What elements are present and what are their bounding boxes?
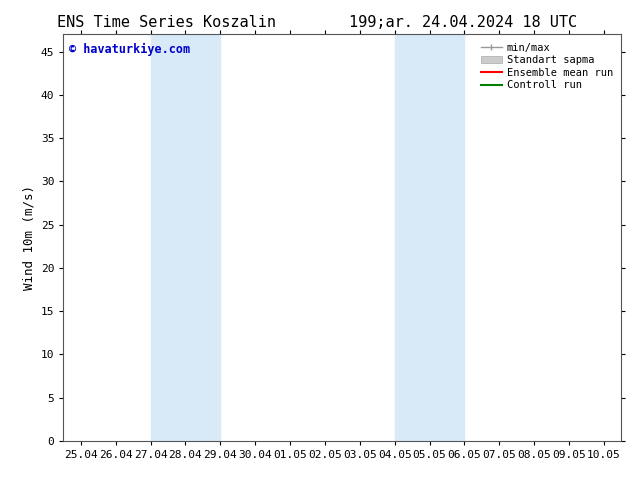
Legend: min/max, Standart sapma, Ensemble mean run, Controll run: min/max, Standart sapma, Ensemble mean r…	[477, 40, 616, 94]
Bar	[394, 34, 464, 441]
Bar	[150, 34, 221, 441]
Text: © havaturkiye.com: © havaturkiye.com	[69, 43, 190, 55]
Text: ENS Time Series Koszalin        199;ar. 24.04.2024 18 UTC: ENS Time Series Koszalin 199;ar. 24.04.2…	[57, 15, 577, 30]
Y-axis label: Wind 10m (m/s): Wind 10m (m/s)	[22, 185, 36, 290]
